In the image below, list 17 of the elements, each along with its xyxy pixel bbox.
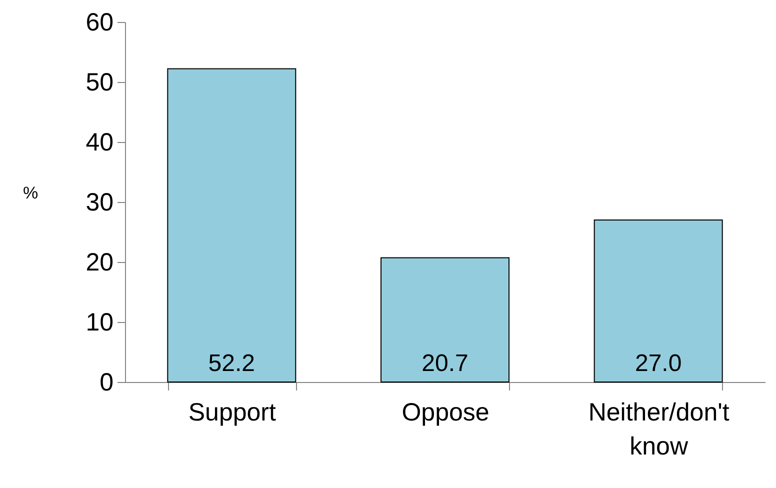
y-tick-label: 40: [86, 128, 114, 156]
x-tick-label: Neither/don't know: [588, 398, 730, 460]
bar: [594, 220, 723, 382]
bar: [167, 68, 296, 382]
x-tick-label: Support: [188, 398, 276, 426]
y-tick-label: 30: [86, 188, 114, 216]
y-tick-label: 10: [86, 308, 114, 336]
data-label: 20.7: [422, 350, 468, 377]
y-tick-label: 60: [86, 8, 114, 36]
x-tick-label: Oppose: [402, 398, 490, 426]
y-tick-label: 50: [86, 68, 114, 96]
y-axis-title: %: [22, 184, 38, 202]
y-tick-label: 20: [86, 248, 114, 276]
data-label: 52.2: [208, 350, 256, 377]
bar: [380, 257, 510, 382]
data-label: 27.0: [634, 350, 682, 377]
y-tick-label: 0: [100, 368, 114, 396]
